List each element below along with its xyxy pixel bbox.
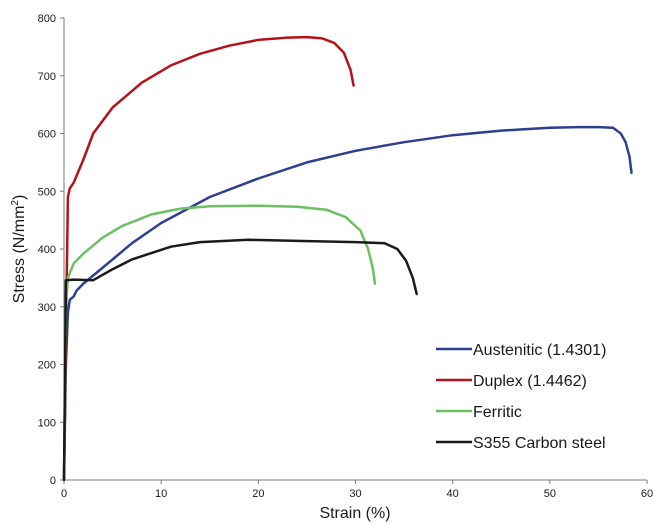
y-axis-title-main: Stress (N/mm	[11, 206, 28, 304]
y-tick-label: 200	[38, 360, 56, 372]
legend-label: Ferritic	[473, 404, 522, 421]
series-line-1	[62, 125, 633, 482]
x-tick-label: 60	[641, 488, 653, 500]
y-axis-title: Stress (N/mm2)	[10, 195, 28, 304]
series-line-2	[62, 35, 355, 482]
y-tick-label: 800	[38, 13, 56, 25]
series-line-3	[62, 204, 377, 482]
x-tick-label: 0	[61, 488, 67, 500]
y-axis-ticks: 0 100 200 300 400 500 600 700 800	[38, 13, 64, 487]
y-tick-label: 0	[50, 475, 56, 487]
x-axis-title: Strain (%)	[319, 505, 390, 522]
legend-label: Duplex (1.4462)	[473, 373, 587, 390]
series-line-4	[62, 238, 418, 482]
legend-label: Austenitic (1.4301)	[473, 342, 606, 359]
x-tick-label: 40	[447, 488, 459, 500]
y-tick-label: 400	[38, 244, 56, 256]
y-tick-label: 700	[38, 71, 56, 83]
y-tick-label: 600	[38, 129, 56, 141]
y-tick-label: 500	[38, 186, 56, 198]
x-tick-label: 10	[155, 488, 167, 500]
y-tick-label: 300	[38, 302, 56, 314]
legend: Austenitic (1.4301) Duplex (1.4462) Ferrit…	[436, 342, 606, 452]
plot-area	[63, 18, 647, 481]
series-lines	[62, 35, 633, 482]
y-axis-title-close: )	[11, 195, 28, 200]
x-tick-label: 30	[349, 488, 361, 500]
y-tick-label: 100	[38, 417, 56, 429]
x-axis-ticks: 0 10 20 30 40 50 60	[61, 480, 653, 500]
legend-label: S355 Carbon steel	[473, 435, 606, 452]
x-tick-label: 50	[544, 488, 556, 500]
x-tick-label: 20	[252, 488, 264, 500]
y-axis-title-superscript: 2	[10, 200, 21, 206]
